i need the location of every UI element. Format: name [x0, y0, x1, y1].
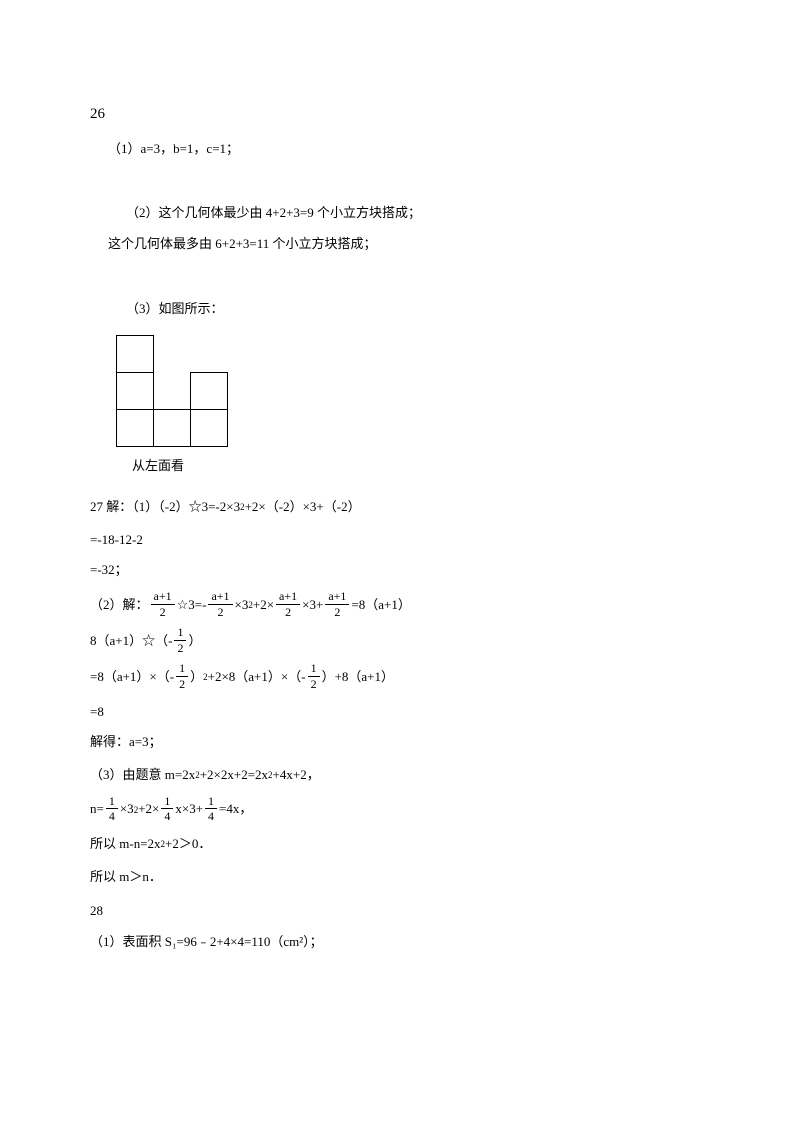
q26-part3: （3）如图所示： [126, 297, 704, 322]
q27-part3-line1: （3）由题意 m=2x2+2×2x+2=2x2+4x+2， [90, 763, 704, 788]
cube-side-view [116, 335, 276, 450]
q27-part3-line4: 所以 m＞n． [90, 865, 704, 890]
q27-part2-line1: （2）解： a+12 ☆3=- a+12 ×32+2× a+12 ×3+ a+1… [90, 591, 704, 619]
q27-part3-line2: n= 14 ×32+2× 14 x×3+ 14 =4x， [90, 796, 704, 824]
q27-part3-line3: 所以 m-n=2x2+2＞0． [90, 832, 704, 857]
q27-part2-line2: 8（a+1）☆（- 12 ） [90, 627, 704, 655]
figure-cell [116, 335, 154, 373]
figure-cell [153, 409, 191, 447]
figure-cell [190, 409, 228, 447]
q27-part1-line2: =-18-12-2 [90, 528, 704, 553]
q26-part2a: （2）这个几何体最少由 4+2+3=9 个小立方块搭成； [126, 201, 704, 226]
q28-part1: （1）表面积 S₁=96﹣2+4×4=110（cm²）； [90, 930, 704, 955]
figure-cell [116, 409, 154, 447]
q26-part2b: 这个几何体最多由 6+2+3=11 个小立方块搭成； [108, 232, 704, 257]
figure-cell [190, 372, 228, 410]
figure-caption: 从左面看 [132, 454, 704, 479]
q26-part1: （1）a=3，b=1，c=1； [108, 137, 704, 162]
q28-number: 28 [90, 899, 704, 924]
q27-part1-line1: 27 解：（1）（-2）☆3=-2×32+2×（-2）×3+（-2） [90, 495, 704, 520]
q27-part1-line3: =-32； [90, 558, 704, 583]
q27-part2-line3: =8（a+1）×（- 12 ）2+2×8（a+1）×（- 12 ）+8（a+1） [90, 663, 704, 691]
q27-part2-line5: 解得：a=3； [90, 730, 704, 755]
q26-number: 26 [90, 100, 704, 129]
q27-part2-line4: =8 [90, 700, 704, 725]
figure-cell [116, 372, 154, 410]
